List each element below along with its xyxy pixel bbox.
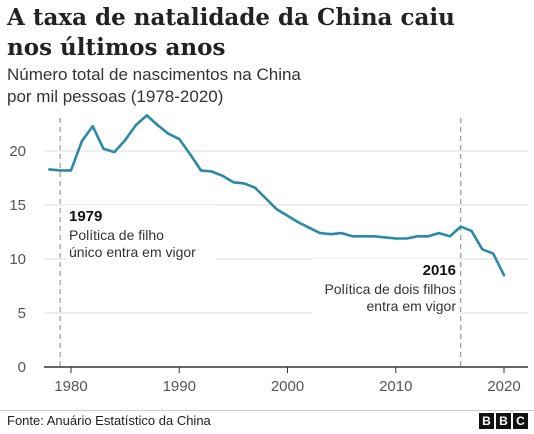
- data-point-2017: [470, 229, 473, 233]
- data-point-1985: [123, 139, 127, 142]
- data-point-2009: [383, 236, 387, 239]
- data-point-1995: [232, 181, 235, 184]
- data-point-2012: [416, 235, 419, 238]
- data-point-1983: [102, 147, 105, 150]
- x-tick-label-2010: 2010: [379, 378, 412, 395]
- x-axis-ticks: 1980 1990 2000 2010 2020: [54, 367, 521, 395]
- data-point-1993: [210, 170, 213, 173]
- y-axis-ticks: 0 5 10 15 20: [9, 143, 26, 376]
- data-point-1978: [48, 168, 51, 171]
- data-point-1991: [188, 153, 192, 156]
- data-point-2002: [307, 226, 311, 229]
- data-point-1988: [156, 123, 159, 127]
- x-tick-label-1990: 1990: [163, 378, 196, 395]
- data-point-1998: [264, 197, 268, 200]
- data-point-1987: [145, 114, 148, 117]
- data-point-1990: [178, 137, 181, 141]
- data-point-1984: [113, 150, 116, 154]
- data-point-2014: [437, 231, 441, 235]
- annotation-2016-background: [312, 259, 460, 317]
- data-point-2013: [427, 235, 430, 238]
- annotation-2016-year: 2016: [423, 262, 456, 279]
- title-line-2: nos últimos anos: [7, 34, 226, 61]
- y-tick-label-5: 5: [18, 305, 26, 322]
- data-point-2007: [362, 235, 365, 238]
- data-point-2015: [448, 235, 452, 238]
- source-note: Fonte: Anuário Estatístico da China: [7, 413, 211, 428]
- data-point-2019: [492, 252, 495, 255]
- data-point-1989: [167, 132, 170, 135]
- bbc-logo-letter-2: B: [496, 413, 511, 429]
- footer-divider: [0, 410, 534, 411]
- data-point-2010: [394, 237, 397, 240]
- data-point-1997: [253, 186, 257, 189]
- x-tick-label-1980: 1980: [54, 378, 87, 395]
- bbc-logo-letter-3: C: [513, 413, 528, 429]
- bbc-logo-letter-1: B: [479, 413, 494, 429]
- data-point-2020: [502, 274, 506, 277]
- annotation-1979-year: 1979: [69, 208, 102, 225]
- data-point-2003: [318, 231, 322, 235]
- data-point-1980: [69, 169, 73, 172]
- bbc-logo: B B C: [479, 413, 528, 429]
- subtitle-line-2: por mil pessoas (1978-2020): [7, 87, 224, 106]
- data-point-2008: [372, 235, 376, 238]
- series-group: [48, 114, 506, 277]
- data-point-2006: [351, 235, 354, 238]
- data-point-1986: [134, 123, 138, 127]
- x-tick-label-2000: 2000: [271, 378, 304, 395]
- annotation-backgrounds: [66, 205, 460, 317]
- data-point-1981: [80, 140, 84, 143]
- data-point-2011: [405, 237, 408, 240]
- data-point-1994: [221, 174, 224, 177]
- y-tick-label-15: 15: [9, 197, 26, 214]
- chart-title: A taxa de natalidade da China caiu nos ú…: [7, 3, 527, 63]
- y-tick-label-10: 10: [9, 251, 26, 268]
- data-point-2005: [340, 231, 343, 235]
- data-point-2001: [297, 221, 300, 224]
- title-line-1: A taxa de natalidade da China caiu: [7, 4, 455, 31]
- annotation-1979-line1: Política de filho: [69, 227, 164, 243]
- data-point-2000: [286, 214, 289, 217]
- annotation-1979-line2: único entra em vigor: [69, 244, 196, 260]
- y-tick-label-20: 20: [9, 143, 26, 160]
- data-point-2004: [329, 233, 332, 236]
- data-point-1996: [243, 182, 246, 185]
- annotation-lines: [59, 118, 462, 367]
- data-point-1999: [275, 208, 278, 211]
- chart-subtitle: Número total de nascimentos na China por…: [7, 64, 527, 108]
- annotation-texts: 1979 Política de filho único entra em vi…: [69, 208, 456, 314]
- annotation-2016-line1: Política de dois filhos: [324, 281, 456, 297]
- x-tick-label-2020: 2020: [487, 378, 520, 395]
- data-point-1992: [199, 169, 203, 172]
- subtitle-line-1: Número total de nascimentos na China: [7, 65, 301, 84]
- annotation-1979-background: [66, 205, 216, 263]
- data-point-2018: [481, 248, 484, 251]
- data-point-1982: [91, 125, 94, 128]
- data-point-1979: [59, 169, 62, 172]
- y-tick-label-0: 0: [18, 359, 26, 376]
- annotation-2016-line2: entra em vigor: [367, 298, 457, 314]
- data-point-2016: [459, 225, 462, 228]
